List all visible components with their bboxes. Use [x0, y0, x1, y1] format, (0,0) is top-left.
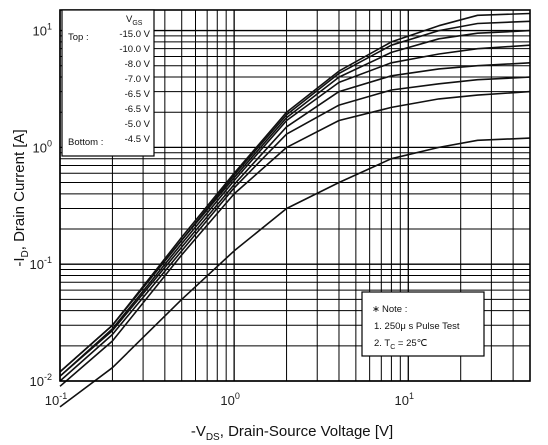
curve-vgs-2 — [59, 29, 531, 373]
y-tick-label: 10-1 — [30, 255, 52, 272]
curve-vgs-0 — [59, 12, 531, 373]
x-tick-label: 100 — [220, 391, 239, 408]
legend-entry: -4.5 V — [125, 134, 151, 145]
legend-entry: -8.0 V — [125, 59, 151, 70]
x-axis-title: -VDS, Drain-Source Voltage [V] — [191, 423, 393, 443]
tick-labels: 10-1 100 101 10-2 10-1 100 101 — [30, 22, 415, 408]
legend-entry: -5.0 V — [125, 119, 151, 130]
y-tick-label: 10-2 — [30, 372, 52, 389]
x-tick-label: 10-1 — [45, 391, 67, 408]
legend-entry: -10.0 V — [119, 44, 150, 55]
legend-entry: -7.0 V — [125, 74, 151, 85]
y-axis-title: -ID, Drain Current [A] — [11, 129, 31, 266]
legend-top-label: Top : — [68, 32, 89, 43]
note-line-1: 1. 250μ s Pulse Test — [374, 321, 460, 332]
legend-header: VGS — [126, 14, 143, 27]
note-bullet: ∗ — [372, 304, 380, 315]
plot-curves — [59, 12, 531, 408]
legend-entry: -6.5 V — [125, 104, 151, 115]
note-line-2: 2. TC = 25℃ — [374, 338, 428, 351]
y-tick-label: 100 — [33, 138, 52, 155]
curve-vgs-5 — [59, 76, 531, 382]
legend-box — [61, 9, 155, 157]
note-title: Note : — [382, 304, 407, 315]
legend-bottom-label: Bottom : — [68, 137, 103, 148]
test-note: ∗ Note : 1. 250μ s Pulse Test 2. TC = 25… — [361, 291, 485, 357]
curve-vgs-4 — [59, 62, 531, 377]
plot-frame — [59, 9, 531, 382]
legend-entry: -6.5 V — [125, 89, 151, 100]
legend: VGS Top : Bottom : -15.0 V -10.0 V -8.0 … — [61, 9, 155, 157]
curve-vgs-3 — [59, 44, 531, 377]
x-tick-label: 101 — [395, 391, 414, 408]
curve-vgs-6 — [59, 90, 531, 387]
legend-entry: -15.0 V — [119, 29, 150, 40]
curve-vgs-7 — [59, 137, 531, 408]
note-box — [361, 291, 485, 357]
y-tick-label: 101 — [33, 22, 52, 39]
